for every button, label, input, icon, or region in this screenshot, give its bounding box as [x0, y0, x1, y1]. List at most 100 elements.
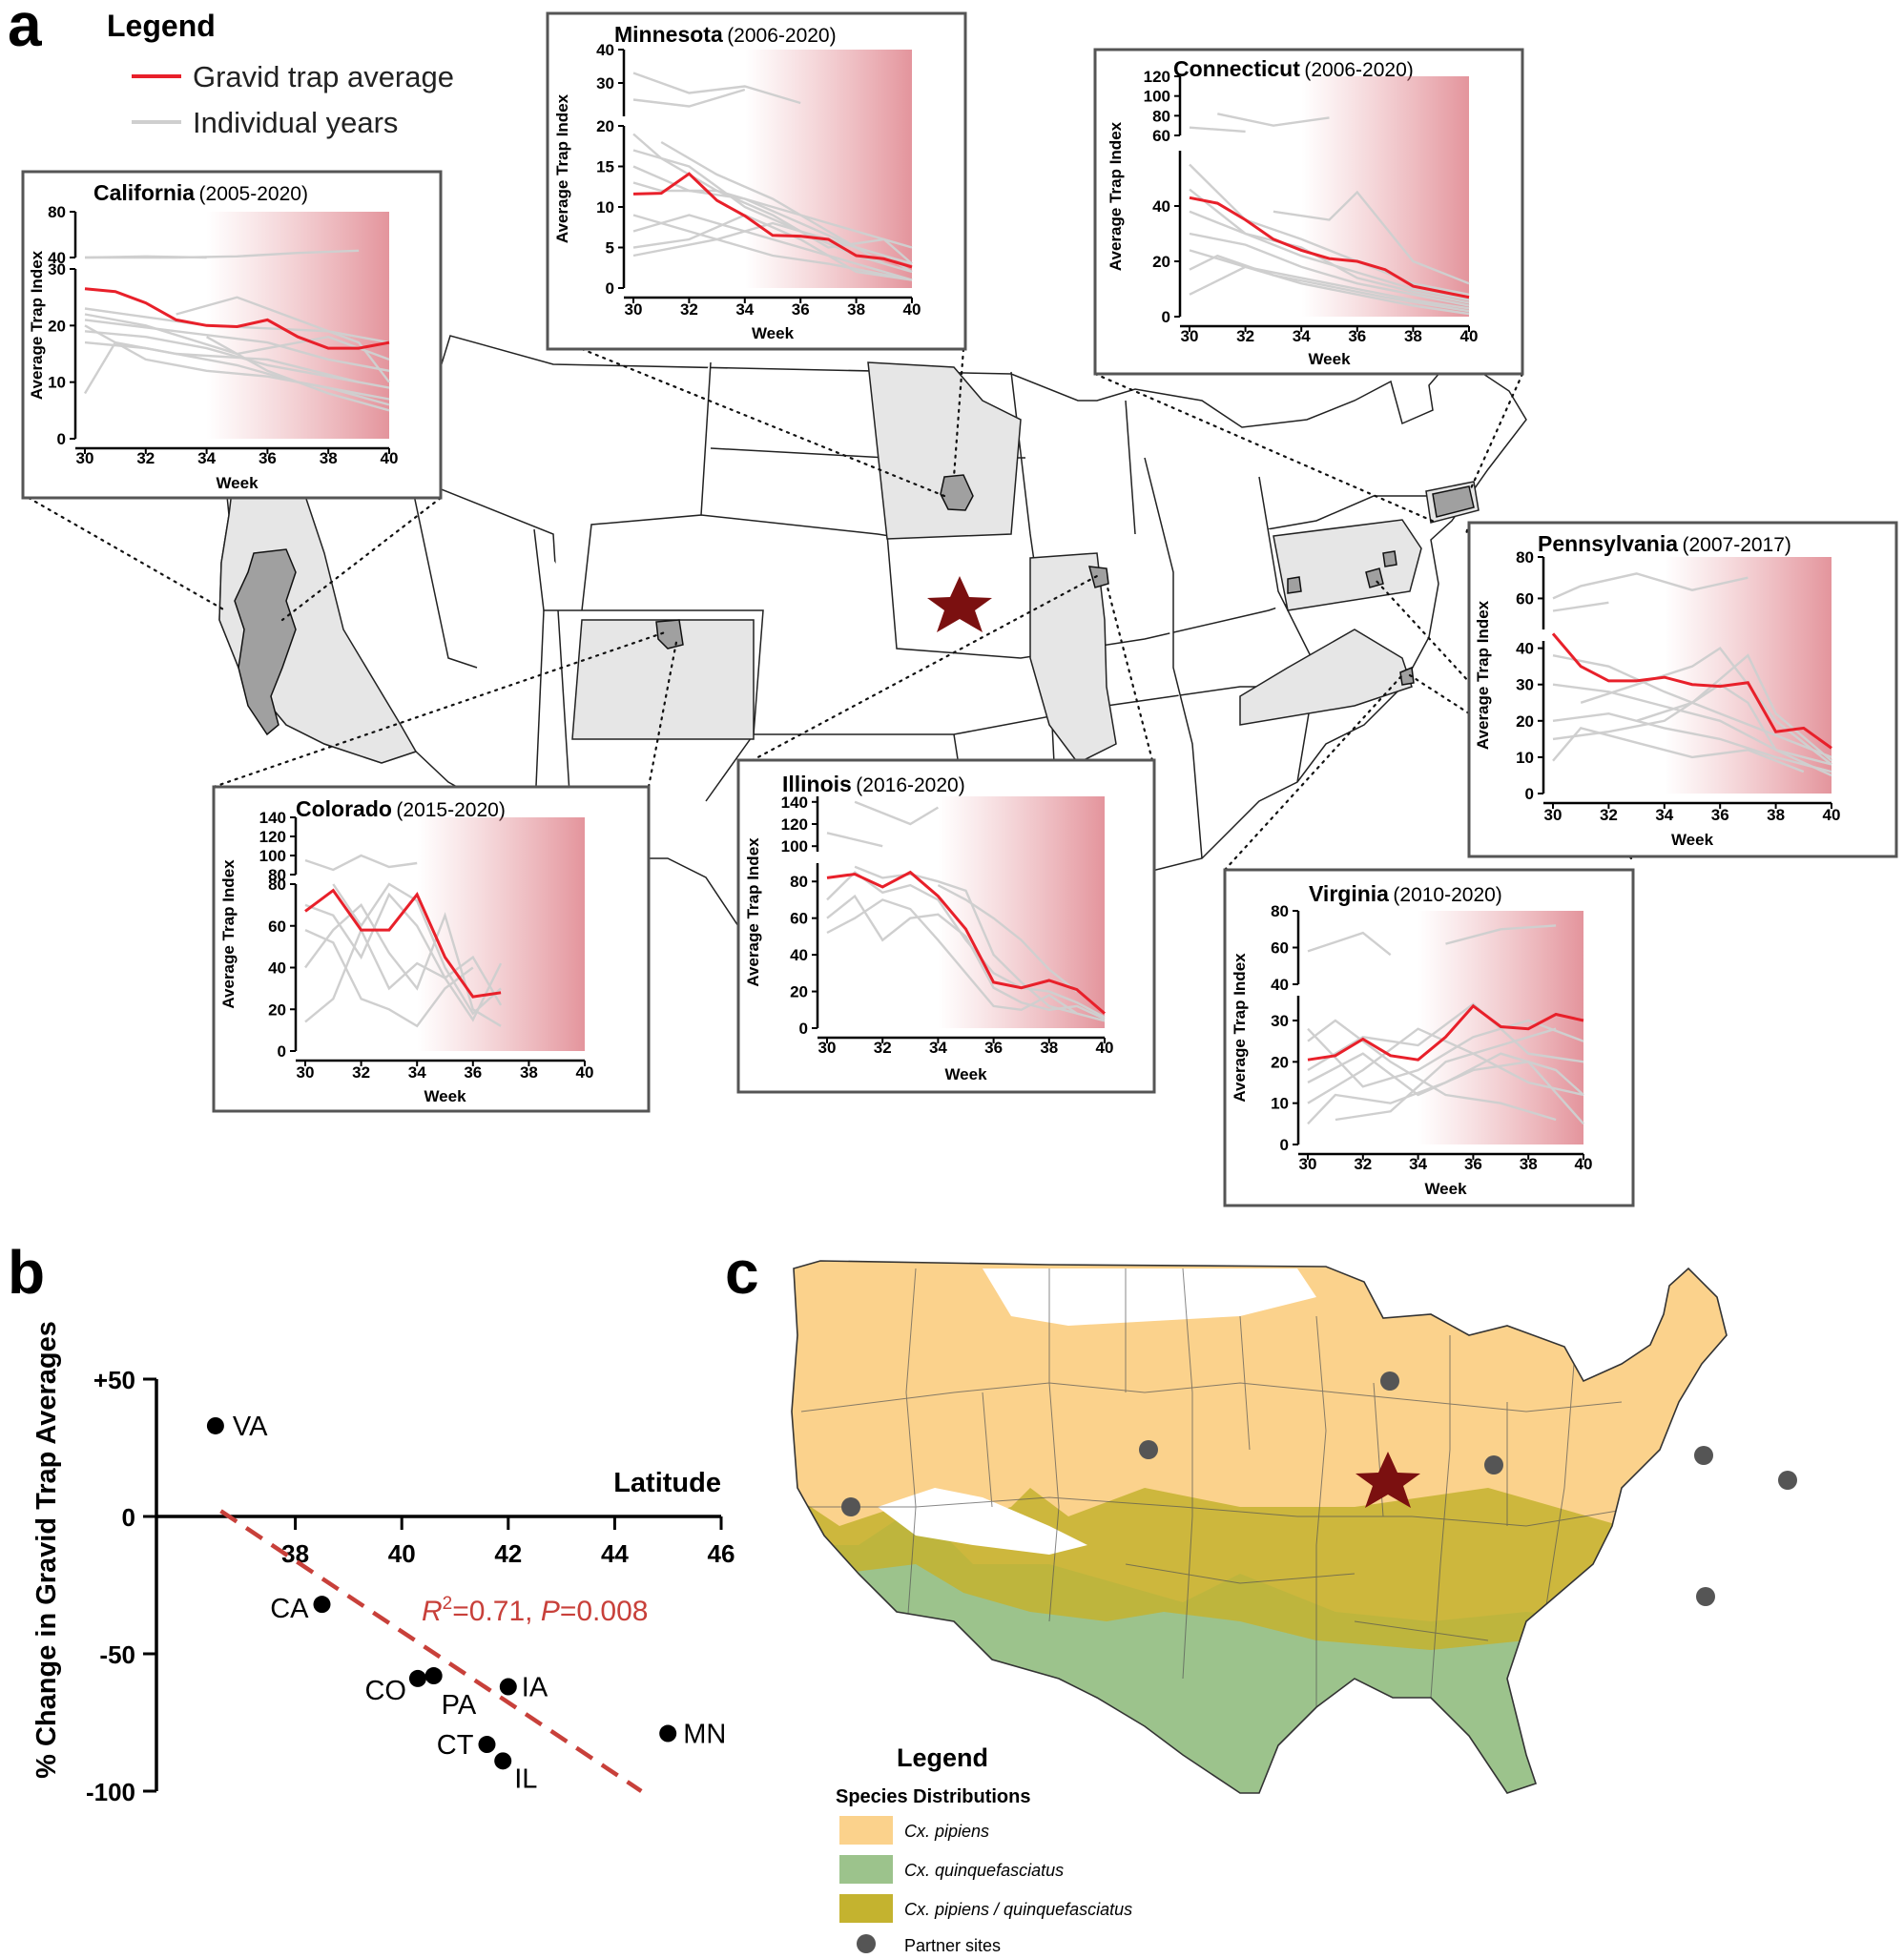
connecticut-late-season-shading [1301, 76, 1469, 317]
panel-label-a: a [8, 0, 42, 59]
illinois-x-tick-label: 32 [874, 1039, 892, 1057]
pennsylvania-year-line [1580, 646, 1832, 766]
connecticut-y-tick-label-upper: 120 [1144, 68, 1170, 86]
pennsylvania-late-season-shading [1664, 557, 1832, 794]
illinois-year-line-upper [826, 832, 883, 848]
illinois-x-tick-label: 34 [929, 1039, 947, 1057]
panel-c-us-outline [791, 1260, 1728, 1794]
connecticut-y-tick-label-upper: 100 [1144, 88, 1170, 106]
partner-site-virginia [1696, 1587, 1715, 1606]
b-point-label-ca: CA [270, 1594, 309, 1624]
pennsylvania-y-tick-label: 40 [1516, 640, 1534, 658]
partner-sites [841, 1371, 1797, 1606]
colorado-y-tick-label: 40 [268, 959, 286, 978]
b-point-label-mn: MN [683, 1720, 726, 1750]
colorado-y-tick-label-upper: 100 [259, 847, 286, 865]
illinois-y-tick-label: 20 [790, 983, 808, 1001]
virginia-y-tick-label-upper: 40 [1271, 976, 1289, 994]
b-y-tick-label: +50 [93, 1366, 135, 1394]
b-y-tick-label: -100 [86, 1778, 135, 1806]
b-x-tick-label: 40 [388, 1539, 416, 1568]
california-y-axis-title: Average Trap Index [28, 250, 46, 400]
legend-quinquefasciatus-swatch [839, 1855, 893, 1884]
minnesota-y-tick-label: 10 [596, 198, 614, 217]
illinois-y-tick-label: 40 [790, 946, 808, 964]
connecticut-y-tick-label-upper: 60 [1152, 127, 1170, 145]
minnesota-year-line [632, 214, 913, 281]
panel-b: b % Change in Gravid Trap Averages Latit… [8, 1238, 735, 1806]
inset-colorado: Colorado (2015-2020) 0204060808010012014… [212, 785, 651, 1113]
partner-site-connecticut [1778, 1471, 1797, 1490]
legend-overlap-swatch [839, 1894, 893, 1923]
legend-c-title: Legend [897, 1743, 988, 1772]
counties-colorado [655, 619, 684, 650]
b-y-tick-label: 0 [122, 1503, 135, 1532]
minnesota-y-tick-label: 0 [606, 279, 614, 298]
connecticut-year-line [1189, 265, 1470, 316]
california-x-tick-label: 36 [259, 449, 277, 467]
connecticut-x-tick-label: 34 [1293, 327, 1311, 345]
california-y-tick-label-upper: 80 [48, 203, 66, 221]
virginia-x-tick-label: 34 [1409, 1155, 1427, 1173]
partner-site-illinois [1484, 1455, 1503, 1474]
virginia-x-tick-label: 32 [1354, 1155, 1372, 1173]
inset-colorado-heading: Colorado (2015-2020) [296, 796, 506, 821]
pennsylvania-x-tick-label: 38 [1767, 806, 1785, 824]
legend-c: Legend Species Distributions Cx. pipiens… [836, 1743, 1132, 1955]
counties-connecticut [1432, 485, 1475, 518]
minnesota-y-axis-title: Average Trap Index [553, 93, 571, 243]
illinois-year-line [826, 898, 1106, 1022]
inset-connecticut-heading: Connecticut (2006-2020) [1173, 56, 1414, 81]
connecticut-y-tick-label: 20 [1152, 253, 1170, 271]
connecticut-y-tick-label-upper: 80 [1152, 107, 1170, 125]
pennsylvania-y-tick-label-upper: 80 [1516, 548, 1534, 567]
connecticut-year-line [1273, 190, 1470, 285]
inset-illinois-heading: Illinois (2016-2020) [782, 772, 965, 796]
colorado-year-line [304, 927, 503, 1023]
legend-quinquefasciatus-label: Cx. quinquefasciatus [904, 1861, 1064, 1880]
virginia-year-line-upper [1307, 931, 1392, 957]
colorado-x-axis-title: Week [424, 1087, 466, 1105]
california-x-tick-label: 32 [136, 449, 155, 467]
california-y-tick-label-upper: 40 [48, 249, 66, 267]
virginia-year-line [1307, 1002, 1584, 1072]
partner-site-california [841, 1497, 860, 1516]
illinois-x-tick-label: 36 [984, 1039, 1003, 1057]
virginia-y-tick-label: 0 [1280, 1136, 1289, 1154]
minnesota-year-line-upper [632, 72, 801, 105]
colorado-year-line [332, 882, 502, 1016]
california-year-line-upper [84, 255, 207, 259]
pennsylvania-year-line [1552, 683, 1832, 766]
b-point-co [408, 1669, 426, 1687]
california-x-tick-label: 40 [381, 449, 399, 467]
illinois-average-line [826, 870, 1106, 1015]
state-line [409, 476, 573, 840]
b-point-ca [313, 1596, 331, 1614]
virginia-year-line-upper [1445, 924, 1557, 945]
minnesota-x-axis-title: Week [752, 324, 795, 342]
colorado-y-tick-label-upper: 120 [259, 828, 286, 846]
pennsylvania-year-line [1552, 711, 1832, 773]
colorado-y-tick-label-upper: 140 [259, 809, 286, 827]
b-point-label-ct: CT [437, 1730, 474, 1761]
species-distribution-map [792, 1261, 1727, 1793]
illinois-year-line [826, 871, 1106, 1019]
uncovered-north [983, 1268, 1316, 1326]
legend-pipiens-label: Cx. pipiens [904, 1822, 989, 1841]
minnesota-average-line [632, 172, 913, 269]
b-point-ct [478, 1736, 496, 1754]
counties-minnesota [940, 474, 974, 511]
pennsylvania-x-tick-label: 36 [1711, 806, 1729, 824]
pennsylvania-y-tick-label: 10 [1516, 749, 1534, 767]
virginia-x-tick-label: 40 [1575, 1155, 1593, 1173]
minnesota-y-tick-label: 5 [606, 239, 614, 258]
connecticut-x-tick-label: 38 [1404, 327, 1422, 345]
colorado-x-tick-label: 36 [464, 1063, 482, 1082]
b-y-axis-title: % Change in Gravid Trap Averages [31, 1321, 62, 1779]
panel-c: c [725, 1238, 1797, 1955]
virginia-y-tick-label-upper: 80 [1271, 902, 1289, 920]
california-year-line [84, 319, 390, 372]
pennsylvania-y-axis-title: Average Trap Index [1474, 600, 1492, 750]
virginia-year-line [1335, 1027, 1557, 1122]
